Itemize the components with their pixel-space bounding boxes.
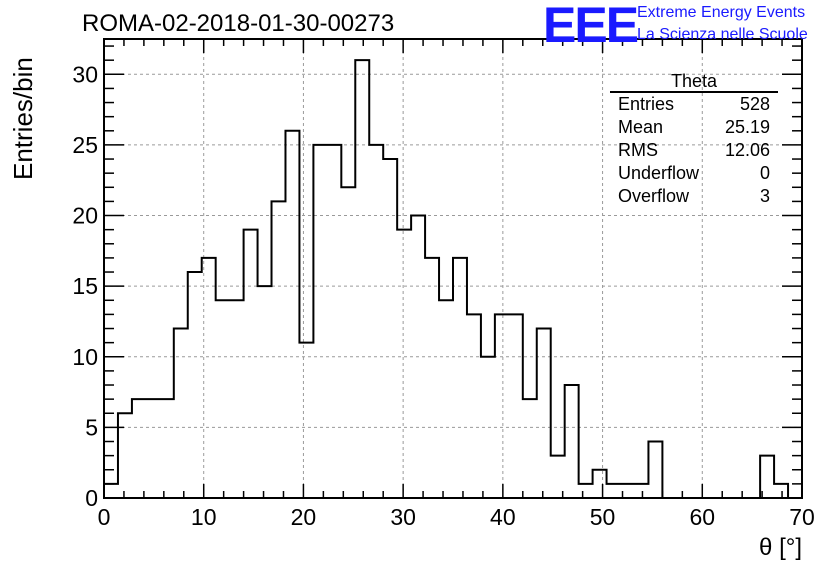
x-tick-label: 0 [98,504,111,530]
grid-lines [104,39,802,498]
stat-label: Entries [618,94,675,114]
x-axis-label: θ [°] [759,534,802,561]
histogram-bin [230,300,244,498]
stat-row-rms: RMS 12.06 [610,139,778,162]
histogram-bin [397,230,411,498]
histogram-bin [634,484,648,498]
histogram-bin [411,216,425,498]
eee-logo: EEE [543,0,639,53]
stat-label: Underflow [618,163,700,183]
stat-label: RMS [618,140,658,160]
histogram-bin [285,131,299,498]
stat-value: 25.19 [724,117,770,137]
histogram-bin [579,484,593,498]
histogram-bin [118,413,132,498]
histogram-bin [216,300,230,498]
histogram-bin [495,314,509,498]
histogram-bin [369,145,383,498]
histogram-bin [341,187,355,498]
histogram-bin [174,329,188,498]
stats-title: Theta [610,71,778,93]
histogram-bin [104,484,118,498]
logo-tagline-2: La Scienza nelle Scuole [637,26,808,43]
stat-row-underflow: Underflow 0 [610,162,778,185]
histogram-bin [523,399,537,498]
stat-label: Overflow [618,186,690,206]
histogram-bin [188,272,202,498]
plot-frame [103,38,803,499]
histogram-bin [383,159,397,498]
stat-label: Mean [618,117,664,137]
axis-ticks [103,39,803,499]
x-tick-label: 40 [490,504,516,530]
histogram-bin [509,314,523,498]
y-tick-label: 30 [72,61,98,87]
y-tick-label: 0 [85,485,98,511]
histogram-bin [313,145,327,498]
histogram-bin [355,60,369,498]
stat-value: 528 [739,94,770,114]
stat-value: 0 [759,163,770,183]
y-tick-label: 20 [72,203,98,229]
x-tick-label: 50 [590,504,616,530]
y-tick-label: 25 [72,132,98,158]
x-tick-label: 30 [390,504,416,530]
histogram-bin [132,399,146,498]
stat-row-mean: Mean 25.19 [610,116,778,139]
histogram-bin [774,484,788,498]
stat-row-overflow: Overflow 3 [610,185,778,208]
histogram-bin [439,300,453,498]
histogram-bin [648,442,662,498]
histogram-outline [103,59,802,499]
stat-row-entries: Entries 528 [610,93,778,116]
y-tick-label: 15 [72,273,98,299]
histogram-bin [146,399,160,498]
histogram-bin [453,258,467,498]
histogram-bin [299,343,313,498]
x-tick-label: 70 [789,504,815,530]
histogram-bin [327,145,341,498]
y-tick-label: 10 [72,344,98,370]
y-axis-label: Entries/bin [8,57,38,180]
x-tick-label: 60 [689,504,715,530]
histogram-bin [537,329,551,498]
histogram-bin [244,230,258,498]
histogram-bin [272,201,286,498]
histogram-bin [593,470,607,498]
stat-value: 3 [759,186,770,206]
y-tick-label: 5 [85,414,98,440]
stat-value: 12.06 [724,140,770,160]
histogram-bin [565,385,579,498]
x-tick-label: 20 [291,504,317,530]
histogram-bars [103,59,802,499]
histogram-bin [258,286,272,498]
chart-title: ROMA-02-2018-01-30-00273 [82,10,395,37]
histogram-bin [160,399,174,498]
histogram-bin [467,314,481,498]
histogram-bin [425,258,439,498]
histogram-bin [481,357,495,498]
histogram-bin [202,258,216,498]
histogram-bin [607,484,621,498]
logo-tagline-1: Extreme Energy Events [637,4,806,21]
x-tick-label: 10 [191,504,217,530]
stats-box: Theta Entries 528 Mean 25.19 RMS 12.06 U… [610,71,778,208]
